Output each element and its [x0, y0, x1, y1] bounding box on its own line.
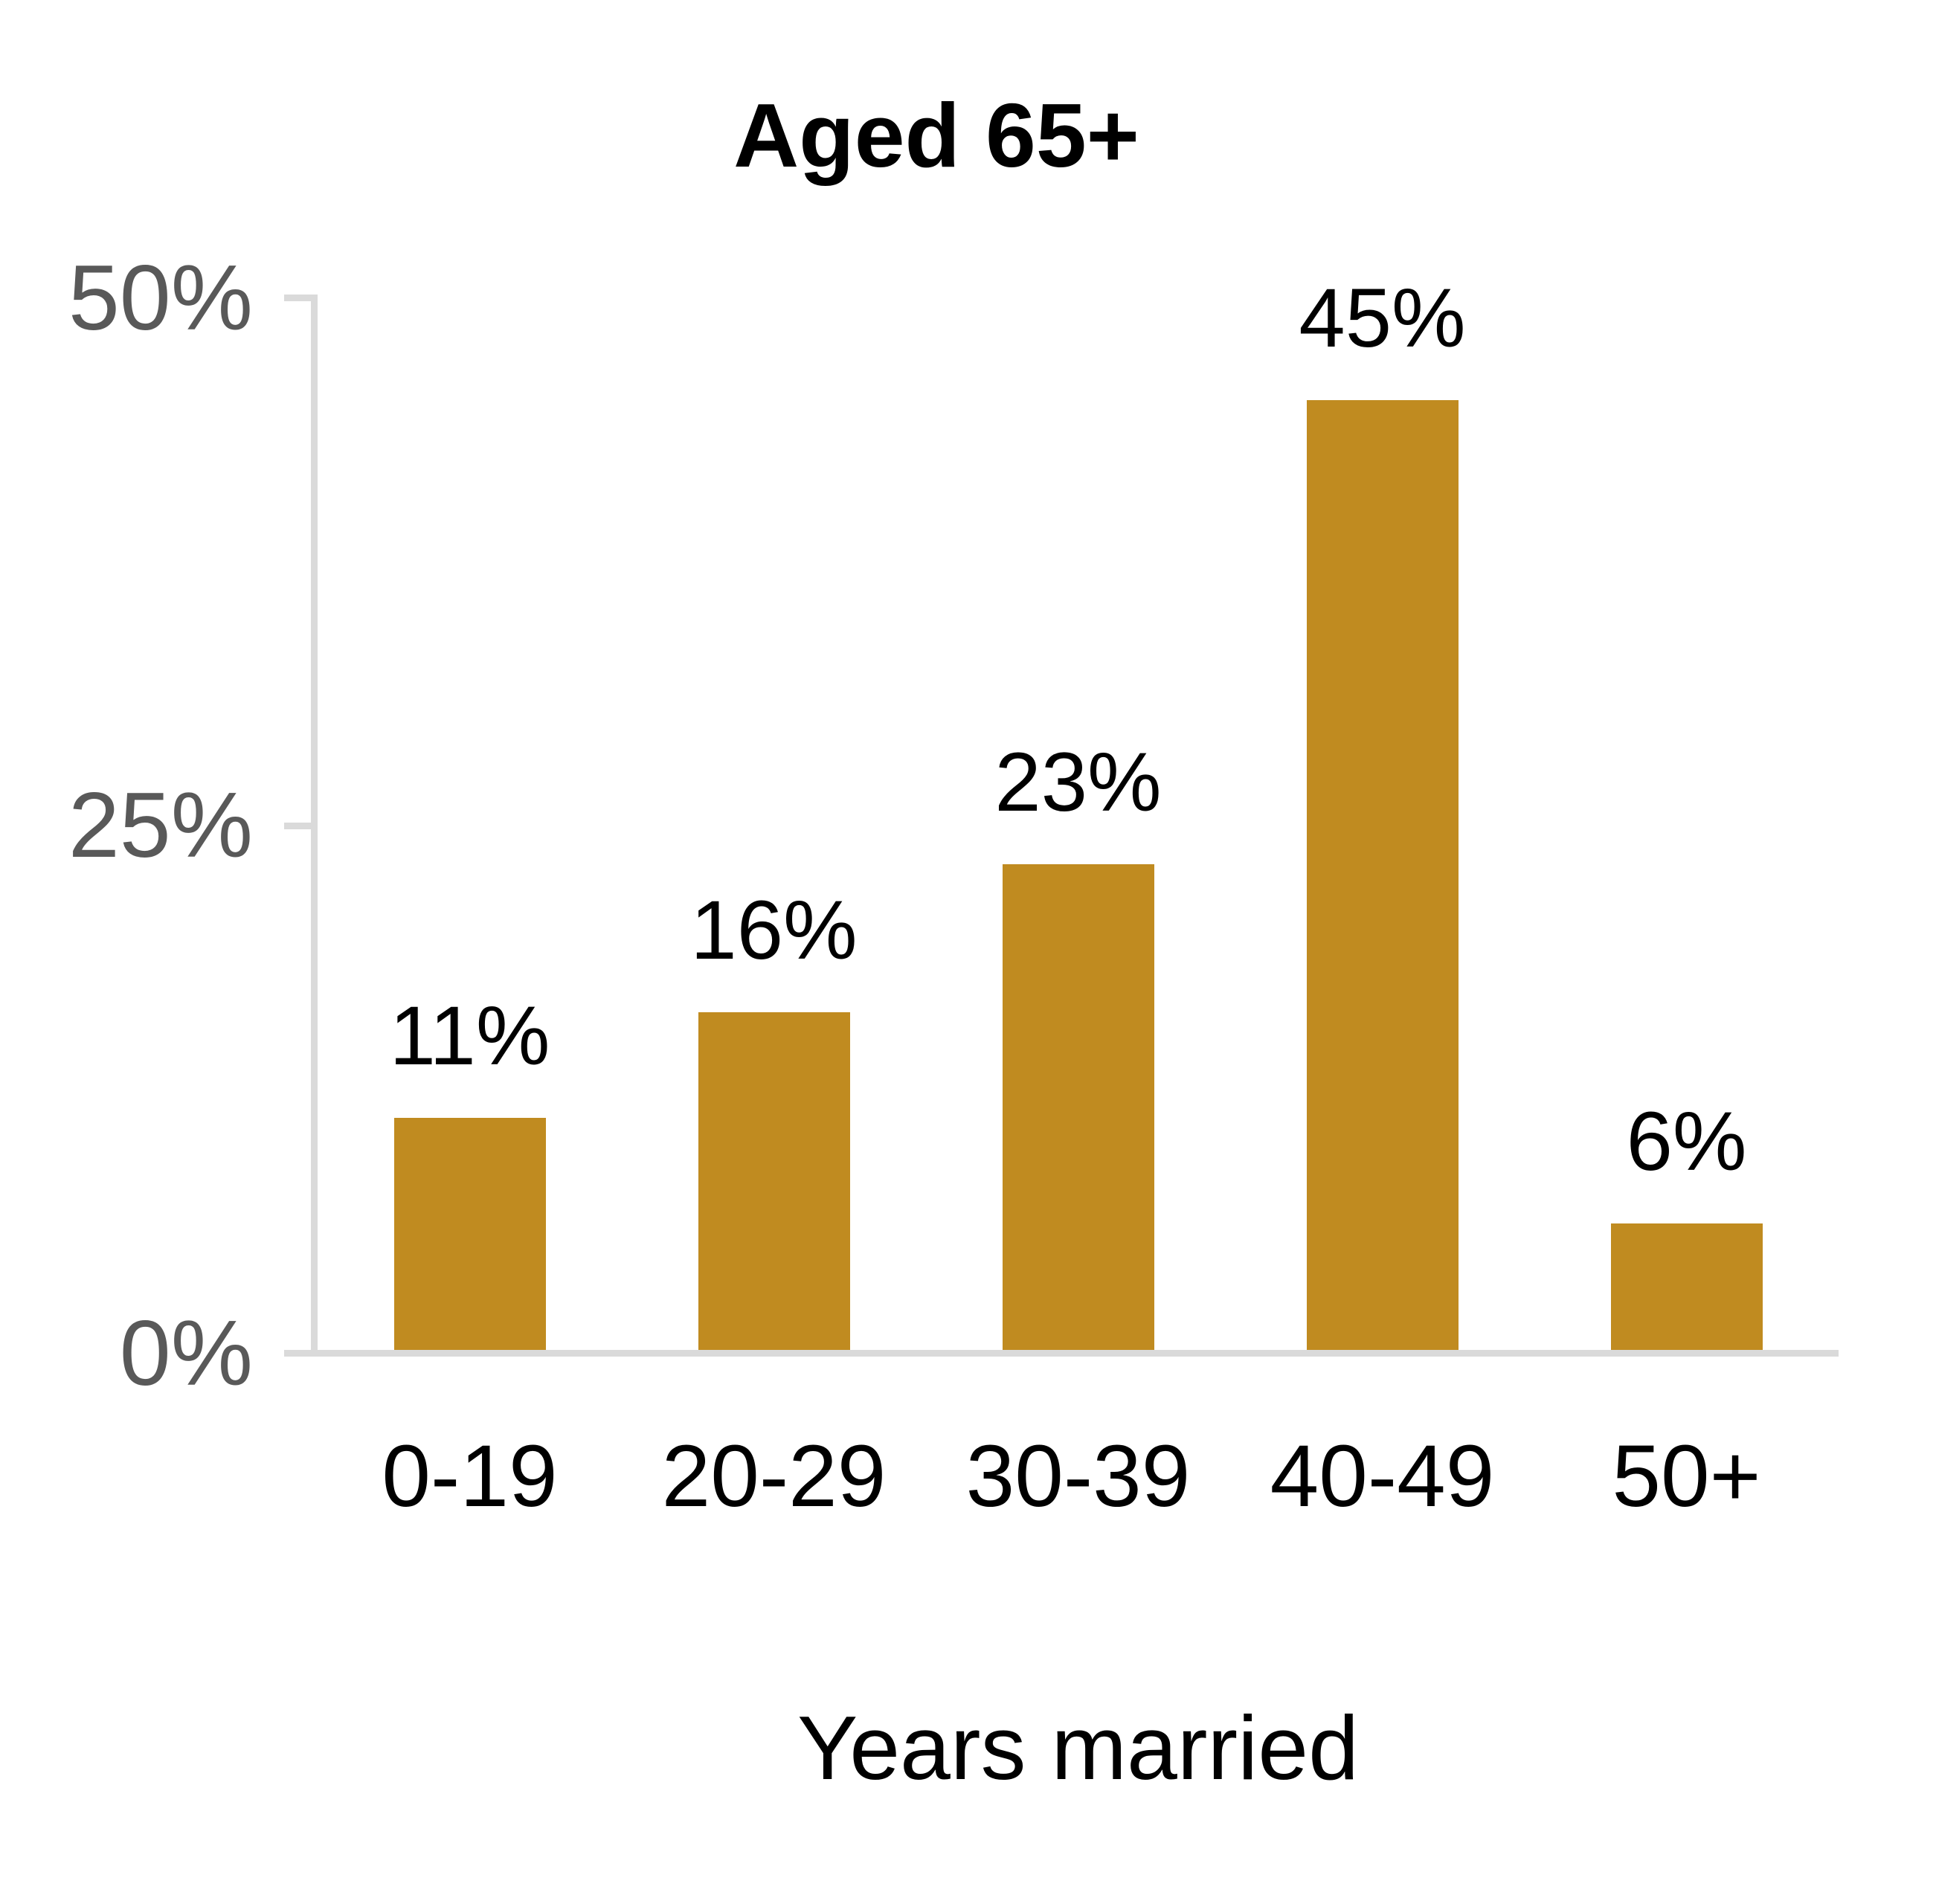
bar: [1306, 399, 1459, 1350]
bar: [698, 1012, 850, 1350]
bar: [1002, 864, 1154, 1350]
y-tick: [284, 822, 318, 829]
category-label: 40-49: [1270, 1427, 1495, 1525]
value-label: 6%: [1626, 1094, 1747, 1188]
value-label: 23%: [994, 736, 1162, 829]
value-label: 16%: [690, 883, 858, 977]
category-label: 0-19: [382, 1427, 558, 1525]
y-tick-label: 0%: [119, 1302, 253, 1405]
value-label: 45%: [1299, 271, 1466, 364]
y-tick: [284, 295, 318, 301]
value-label: 11%: [389, 988, 550, 1082]
bar: [1610, 1223, 1763, 1350]
bar: [393, 1117, 546, 1350]
category-label: 30-39: [965, 1427, 1191, 1525]
y-tick-label: 50%: [68, 246, 253, 350]
x-axis-line: [284, 1350, 1839, 1357]
category-label: 50+: [1612, 1427, 1761, 1525]
category-label: 20-29: [661, 1427, 887, 1525]
x-axis-title: Years married: [797, 1697, 1359, 1798]
chart-title: Aged 65+: [733, 85, 1139, 186]
y-tick-label: 25%: [68, 774, 253, 877]
